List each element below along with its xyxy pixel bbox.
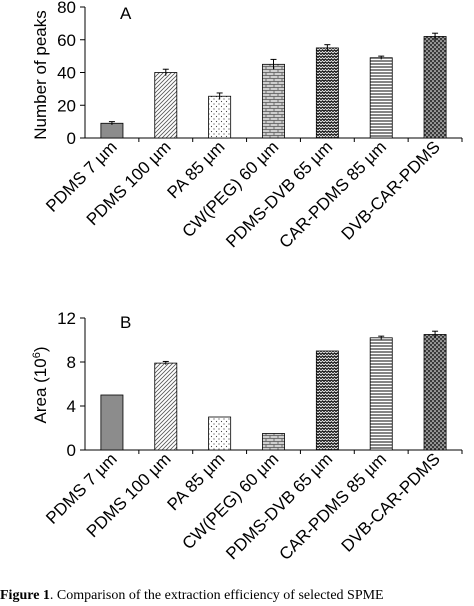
- y-tick-label: 60: [57, 31, 76, 50]
- bar-b-0: [100, 394, 124, 451]
- y-tick-label: 4: [67, 397, 76, 416]
- panel-label-b: B: [120, 313, 131, 332]
- y-ticks-b: 0 4 8 12: [57, 309, 85, 460]
- bar-a-5: [369, 57, 393, 139]
- y-tick-label: 0: [67, 129, 76, 148]
- y-ticks-a: 0 20 40 60 80: [57, 0, 85, 148]
- bar-b-4: [315, 350, 339, 451]
- bar-b-3: [262, 433, 285, 451]
- y-tick-label: 80: [57, 0, 76, 17]
- y-axis-label-b: Area (106): [31, 347, 50, 424]
- y-tick-label: 20: [57, 96, 76, 115]
- bars-a: [100, 32, 447, 139]
- bar-a-6: [423, 36, 447, 139]
- x-tick-label: CW(PEG) 60 µm: [178, 449, 282, 553]
- bar-a-3: [262, 63, 285, 139]
- x-tick-label: DVB-CAR-PDMS: [338, 449, 444, 555]
- bar-a-4: [315, 47, 339, 139]
- x-tick-label: DVB-CAR-PDMS: [338, 137, 444, 243]
- caption-text: . Comparison of the extraction efficienc…: [49, 588, 384, 603]
- y-tick-label: 8: [67, 353, 76, 372]
- y-tick-label: 0: [67, 441, 76, 460]
- figure-caption: Figure 1. Comparison of the extraction e…: [0, 588, 384, 604]
- bar-b-5: [369, 337, 393, 451]
- bar-b-2: [208, 416, 232, 451]
- y-tick-label: 12: [57, 309, 76, 328]
- y-axis-label-a: Number of peaks: [31, 10, 50, 139]
- caption-label: Figure 1: [0, 588, 50, 603]
- bars-b: [100, 330, 447, 451]
- bar-b-1: [154, 362, 178, 451]
- x-tick-label: CW(PEG) 60 µm: [178, 137, 282, 241]
- panel-label-a: A: [120, 4, 132, 23]
- bar-a-1: [154, 72, 178, 139]
- y-tick-label: 40: [57, 64, 76, 83]
- bar-a-2: [208, 95, 232, 139]
- bar-b-6: [423, 334, 447, 451]
- bar-a-0: [100, 122, 124, 139]
- chart-panel-a: A Number of peaks 0 20 40 60 80 PDMS 7 µmPDM…: [31, 0, 463, 252]
